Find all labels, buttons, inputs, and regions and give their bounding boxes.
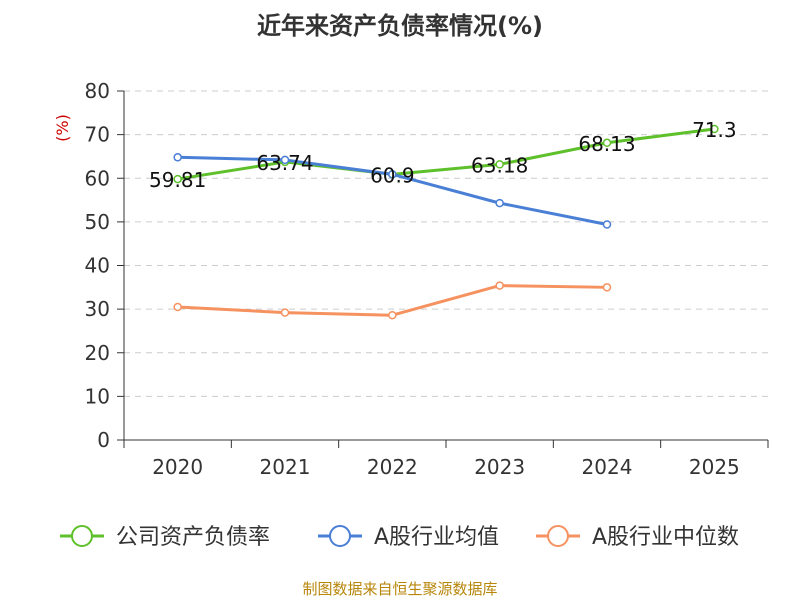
- x-tick-label: 2023: [474, 455, 525, 479]
- series-lines: [173, 124, 719, 320]
- chart-title: 近年来资产负债率情况(%): [257, 12, 543, 40]
- y-tick-label: 70: [85, 123, 110, 147]
- data-label: 68.13: [578, 132, 635, 156]
- data-point: [495, 198, 504, 208]
- data-point: [388, 310, 397, 320]
- legend-entry: A股行业均值: [374, 525, 499, 550]
- data-point: [495, 281, 504, 290]
- legend-marker: [547, 525, 569, 547]
- data-point: [602, 283, 612, 292]
- x-tick-label: 2020: [152, 455, 203, 479]
- legend-marker: [71, 525, 93, 547]
- data-point: [602, 138, 612, 148]
- source-note: 制图数据来自恒生聚源数据库: [302, 580, 497, 598]
- data-point: [280, 308, 290, 317]
- data-labels: 59.81 63.74 60.9 63.18 68.13 71.3: [149, 118, 737, 192]
- data-label: 71.3: [692, 118, 737, 142]
- legend-entry: A股行业中位数: [592, 525, 739, 550]
- x-tick-label: 2022: [367, 455, 418, 479]
- data-point: [173, 302, 182, 312]
- data-point: [710, 124, 719, 134]
- data-point: [388, 170, 397, 179]
- data-label: 59.81: [149, 168, 206, 192]
- data-label: 63.18: [471, 153, 528, 177]
- x-tick-label: 2024: [582, 455, 633, 479]
- axes: 0 10 20 30 40 50 60 70 80 2020 2021 2022 2023 2024 202…: [85, 79, 769, 479]
- y-axis-label: (%): [53, 114, 72, 142]
- y-tick-label: 60: [85, 166, 110, 190]
- legend-entry: 公司资产负债率: [116, 525, 270, 550]
- data-point: [602, 220, 612, 229]
- legend: 公司资产负债率 A股行业均值 A股行业中位数: [60, 525, 739, 550]
- y-tick-label: 0: [97, 428, 110, 452]
- y-tick-label: 80: [85, 79, 110, 103]
- series-line: [177, 127, 715, 181]
- data-point: [173, 153, 182, 162]
- data-label: 60.9: [370, 163, 415, 187]
- x-tick-label: 2021: [260, 455, 311, 479]
- data-label: 63.74: [256, 151, 313, 175]
- data-point: [173, 174, 182, 184]
- y-tick-label: 30: [85, 297, 110, 321]
- y-tick-label: 20: [85, 341, 110, 365]
- x-tick-label: 2025: [689, 455, 740, 479]
- series-line: [177, 284, 608, 317]
- y-tick-label: 40: [85, 254, 110, 278]
- y-tick-label: 10: [85, 384, 110, 408]
- grid-lines: [124, 90, 768, 397]
- legend-marker: [329, 525, 351, 547]
- data-point: [280, 155, 290, 165]
- data-point: [495, 160, 504, 169]
- y-tick-label: 50: [85, 210, 110, 234]
